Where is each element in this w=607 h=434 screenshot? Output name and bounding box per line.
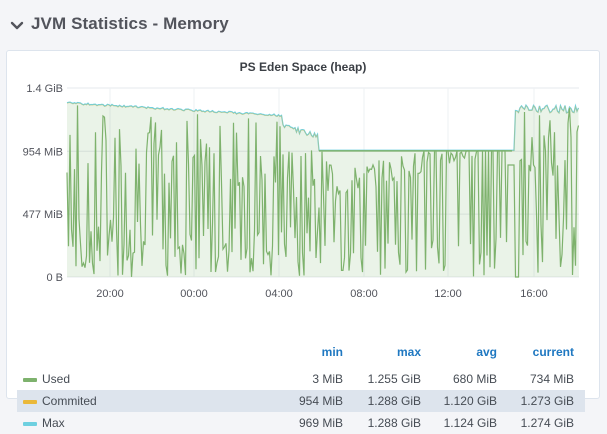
legend-value-min: 954 MiB [298,394,343,408]
legend-row-commited[interactable]: Commited 954 MiB 1.288 GiB 1.120 GiB 1.2… [17,390,585,412]
panel-title[interactable]: PS Eden Space (heap) [239,60,367,74]
legend-row-max[interactable]: Max 969 MiB 1.288 GiB 1.124 GiB 1.274 Gi… [17,412,585,434]
legend-value-avg: 1.120 GiB [443,394,497,408]
legend-swatch-max[interactable] [23,422,37,426]
x-tick-label: 16:00 [520,288,548,300]
legend-value-max: 1.288 GiB [367,416,421,430]
legend-value-current: 1.274 GiB [520,416,574,430]
legend-value-avg: 1.124 GiB [443,416,497,430]
y-tick-label: 477 MiB [23,209,63,221]
legend-swatch-used[interactable] [23,378,37,382]
series-line-used[interactable] [66,105,580,278]
legend-swatch-commited[interactable] [23,400,37,404]
legend-header: min max avg current [17,345,585,367]
legend-value-avg: 680 MiB [452,372,497,386]
legend-row-used[interactable]: Used 3 MiB 1.255 GiB 680 MiB 734 MiB [17,368,585,390]
legend-header-avg[interactable]: avg [476,345,497,359]
row-header[interactable]: JVM Statistics - Memory [0,0,607,48]
legend-value-min: 969 MiB [298,416,343,430]
x-tick-label: 08:00 [350,288,378,300]
x-tick-label: 20:00 [96,288,124,300]
x-axis-labels: 20:00 00:00 04:00 08:00 12:00 16:00 [96,288,548,300]
legend-value-current: 734 MiB [529,372,574,386]
chart-series [66,101,580,278]
chevron-down-icon[interactable] [10,19,24,33]
x-tick-label: 04:00 [265,288,293,300]
panel-ps-eden-space: PS Eden Space (heap) 1.4 GiB 954 MiB 477 M… [6,50,600,430]
y-tick-label: 954 MiB [23,146,63,158]
legend-value-max: 1.255 GiB [367,372,421,386]
legend-value-min: 3 MiB [312,372,343,386]
x-tick-label: 12:00 [434,288,462,300]
legend-header-current[interactable]: current [532,345,574,359]
legend-value-current: 1.273 GiB [520,394,574,408]
legend-series-name[interactable]: Max [42,416,65,430]
y-axis-labels: 1.4 GiB 954 MiB 477 MiB 0 B [23,83,63,284]
legend-series-name[interactable]: Commited [42,394,97,408]
legend-header-max[interactable]: max [396,345,421,359]
y-tick-label: 0 B [46,272,63,284]
y-tick-label: 1.4 GiB [26,83,63,95]
legend-header-min[interactable]: min [321,345,343,359]
x-tick-label: 00:00 [180,288,208,300]
legend-series-name[interactable]: Used [42,372,71,386]
row-title[interactable]: JVM Statistics - Memory [31,14,229,33]
memory-chart[interactable]: 1.4 GiB 954 MiB 477 MiB 0 B 20:00 00:00 04:00… [7,51,599,351]
legend-value-max: 1.288 GiB [367,394,421,408]
